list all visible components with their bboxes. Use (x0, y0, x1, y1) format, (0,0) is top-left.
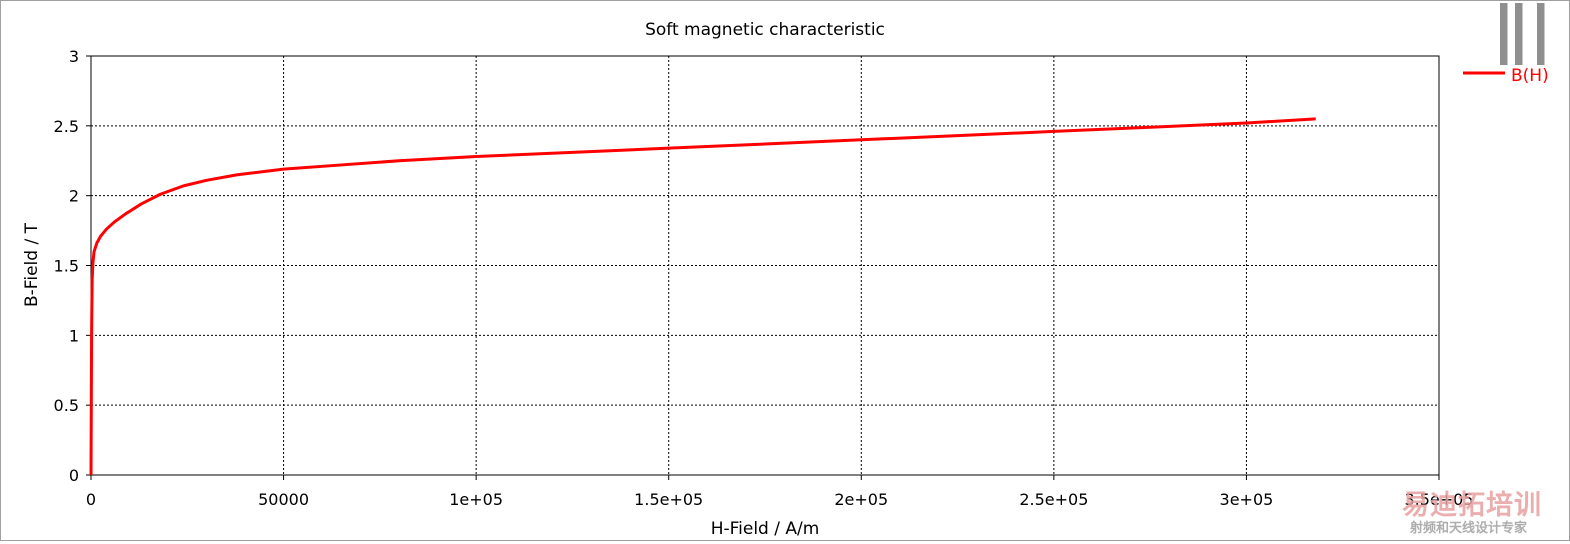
legend[interactable]: B(H) (1463, 66, 1549, 86)
y-tick-label: 0.5 (54, 396, 79, 415)
y-tick-label: 2 (69, 187, 79, 206)
y-tick-label: 1 (69, 326, 79, 345)
grid-lines (91, 56, 1439, 475)
x-tick-label: 1.5e+05 (634, 490, 703, 509)
watermark-logo: 易迪拓培训 (1402, 490, 1542, 521)
x-axis-ticks: 0 50000 1e+05 1.5e+05 2e+05 2.5e+05 3e+05 3.5e+… (86, 475, 1474, 509)
y-tick-label: 3 (69, 47, 79, 66)
x-tick-label: 2e+05 (834, 490, 888, 509)
x-tick-label: 1e+05 (449, 490, 503, 509)
x-axis-label: H-Field / A/m (711, 519, 820, 539)
x-tick-label: 0 (86, 490, 96, 509)
watermark-subtitle: 射频和天线设计专家 (1410, 521, 1528, 536)
chart-title: Soft magnetic characteristic (645, 20, 885, 40)
x-tick-label: 50000 (258, 490, 309, 509)
series-line-b-h (89, 117, 1316, 476)
y-tick-label: 1.5 (54, 257, 79, 276)
x-tick-label: 3e+05 (1220, 490, 1274, 509)
x-tick-label: 3.5e+05 (1404, 490, 1473, 509)
qr-code-icon (1500, 3, 1562, 65)
y-tick-label: 0 (69, 466, 79, 485)
y-axis-ticks: 0 0.5 1 1.5 2 2.5 3 (54, 47, 91, 485)
y-axis-label: B-Field / T (22, 222, 42, 307)
legend-label-b-h: B(H) (1511, 66, 1549, 86)
y-tick-label: 2.5 (54, 117, 79, 136)
x-tick-label: 2.5e+05 (1019, 490, 1088, 509)
